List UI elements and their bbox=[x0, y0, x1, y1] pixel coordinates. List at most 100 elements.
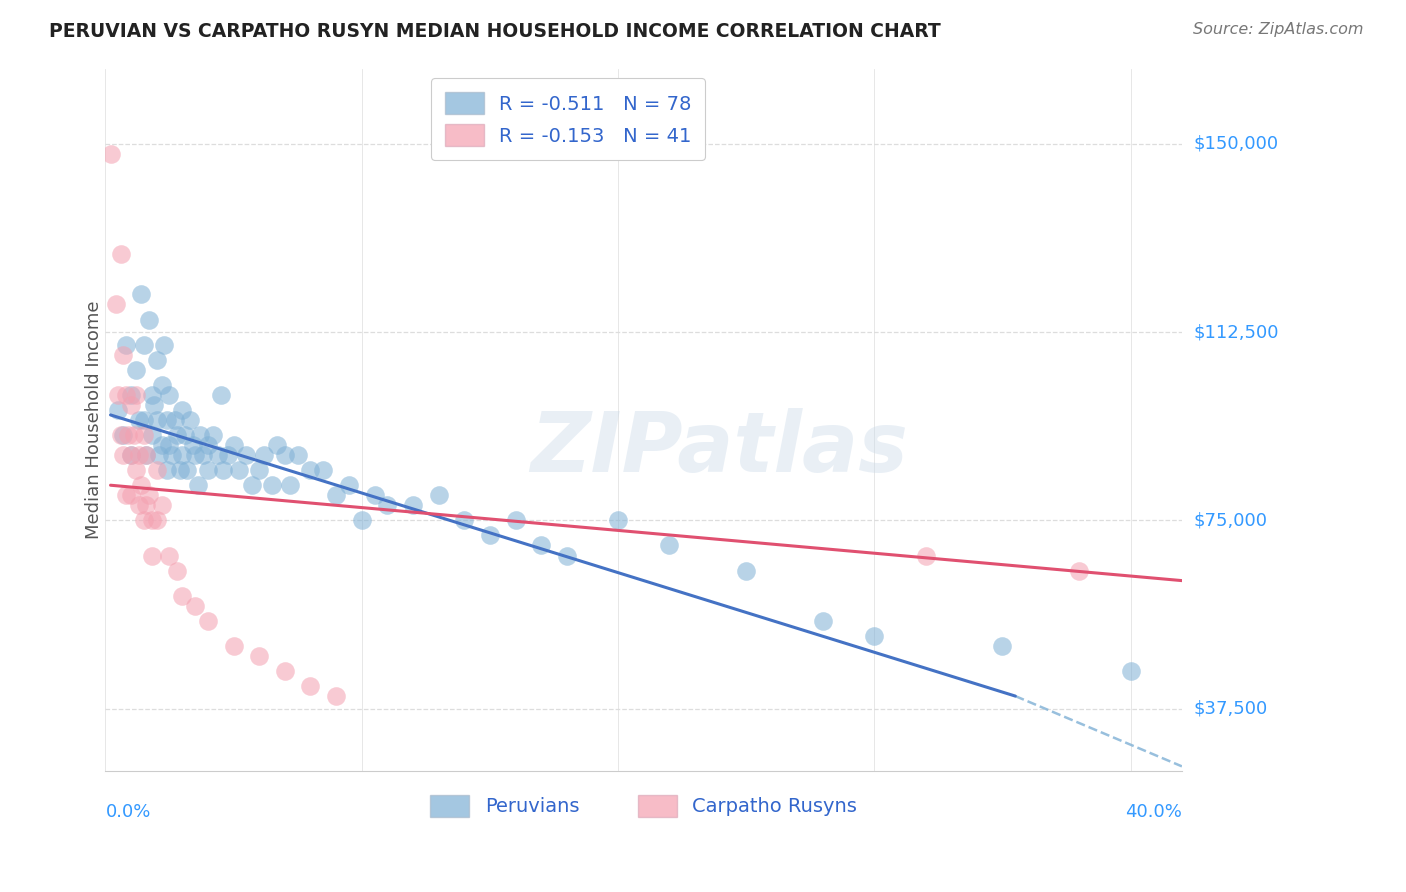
Point bbox=[135, 448, 157, 462]
Point bbox=[658, 539, 681, 553]
Point bbox=[260, 478, 283, 492]
Point bbox=[212, 463, 235, 477]
Point bbox=[197, 463, 219, 477]
Point bbox=[207, 448, 229, 462]
Point bbox=[287, 448, 309, 462]
Text: Source: ZipAtlas.com: Source: ZipAtlas.com bbox=[1194, 22, 1364, 37]
Point bbox=[350, 513, 373, 527]
Point bbox=[278, 478, 301, 492]
Point bbox=[160, 448, 183, 462]
Point bbox=[172, 448, 194, 462]
Point bbox=[159, 388, 181, 402]
Point bbox=[247, 648, 270, 663]
Point bbox=[375, 498, 398, 512]
Legend: Peruvians, Carpatho Rusyns: Peruvians, Carpatho Rusyns bbox=[423, 787, 865, 825]
Point bbox=[132, 337, 155, 351]
Point bbox=[172, 403, 194, 417]
Point bbox=[141, 388, 163, 402]
Point bbox=[166, 564, 188, 578]
Point bbox=[145, 463, 167, 477]
Point bbox=[141, 513, 163, 527]
Point bbox=[266, 438, 288, 452]
Point bbox=[120, 398, 142, 412]
Point bbox=[129, 287, 152, 301]
Y-axis label: Median Household Income: Median Household Income bbox=[86, 301, 103, 539]
Point bbox=[107, 403, 129, 417]
Point bbox=[607, 513, 630, 527]
Point bbox=[735, 564, 758, 578]
Point bbox=[530, 539, 553, 553]
Text: $75,000: $75,000 bbox=[1194, 511, 1267, 529]
Point bbox=[209, 388, 232, 402]
Point bbox=[110, 247, 132, 261]
Point bbox=[107, 388, 129, 402]
Point bbox=[150, 377, 173, 392]
Point bbox=[135, 448, 157, 462]
Point bbox=[274, 448, 297, 462]
Point bbox=[811, 614, 834, 628]
Point bbox=[163, 413, 186, 427]
Point bbox=[156, 413, 179, 427]
Point bbox=[191, 448, 214, 462]
Point bbox=[159, 438, 181, 452]
Point bbox=[132, 428, 155, 442]
Text: $37,500: $37,500 bbox=[1194, 699, 1267, 718]
Point bbox=[112, 428, 135, 442]
Point bbox=[117, 428, 139, 442]
Point bbox=[145, 352, 167, 367]
Point bbox=[337, 478, 360, 492]
Point bbox=[505, 513, 527, 527]
Point bbox=[159, 549, 181, 563]
Point bbox=[187, 478, 209, 492]
Point bbox=[197, 438, 219, 452]
Point bbox=[274, 664, 297, 678]
Point bbox=[128, 413, 150, 427]
Point bbox=[120, 448, 142, 462]
Point bbox=[143, 398, 166, 412]
Point bbox=[120, 488, 142, 502]
Point bbox=[555, 549, 578, 563]
Point bbox=[363, 488, 385, 502]
Text: PERUVIAN VS CARPATHO RUSYN MEDIAN HOUSEHOLD INCOME CORRELATION CHART: PERUVIAN VS CARPATHO RUSYN MEDIAN HOUSEH… bbox=[49, 22, 941, 41]
Point bbox=[150, 498, 173, 512]
Point bbox=[141, 428, 163, 442]
Point bbox=[991, 639, 1014, 653]
Point bbox=[253, 448, 276, 462]
Point bbox=[427, 488, 450, 502]
Point bbox=[153, 337, 176, 351]
Point bbox=[176, 463, 198, 477]
Point bbox=[166, 428, 188, 442]
Point bbox=[112, 448, 135, 462]
Point bbox=[145, 513, 167, 527]
Point bbox=[179, 413, 201, 427]
Point bbox=[115, 488, 138, 502]
Text: ZIPatlas: ZIPatlas bbox=[530, 408, 908, 489]
Point bbox=[299, 463, 322, 477]
Point bbox=[1119, 664, 1142, 678]
Point bbox=[240, 478, 263, 492]
Point bbox=[402, 498, 425, 512]
Text: $150,000: $150,000 bbox=[1194, 135, 1278, 153]
Point bbox=[128, 448, 150, 462]
Text: 40.0%: 40.0% bbox=[1125, 803, 1182, 821]
Point bbox=[169, 463, 191, 477]
Point bbox=[129, 478, 152, 492]
Point bbox=[135, 498, 157, 512]
Point bbox=[122, 428, 145, 442]
Point bbox=[478, 528, 501, 542]
Text: 0.0%: 0.0% bbox=[105, 803, 150, 821]
Point bbox=[197, 614, 219, 628]
Point bbox=[104, 297, 127, 311]
Point bbox=[914, 549, 936, 563]
Point bbox=[173, 428, 195, 442]
Point bbox=[217, 448, 239, 462]
Point bbox=[125, 388, 148, 402]
Point bbox=[112, 348, 135, 362]
Point bbox=[863, 629, 886, 643]
Point bbox=[141, 549, 163, 563]
Point bbox=[138, 312, 160, 326]
Point bbox=[100, 146, 122, 161]
Point bbox=[132, 513, 155, 527]
Point bbox=[156, 463, 179, 477]
Point bbox=[150, 438, 173, 452]
